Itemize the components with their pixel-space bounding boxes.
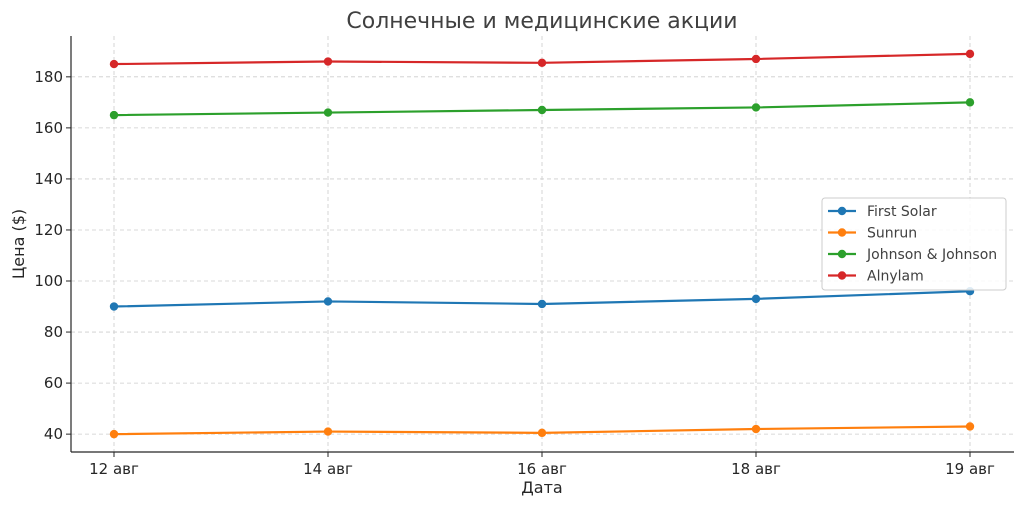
legend-item: First Solar: [828, 204, 937, 220]
y-axis-ticks: 40 60 80 100 120 140 160 180: [34, 68, 71, 443]
legend-marker: [837, 249, 847, 259]
data-point: [109, 302, 119, 311]
data-point: [965, 49, 975, 59]
data-point: [965, 422, 975, 431]
series-2: [109, 98, 975, 120]
x-tick-label: 12 авг: [89, 460, 139, 478]
data-point: [537, 58, 547, 67]
data-point: [323, 57, 333, 66]
y-tick-label: 140: [34, 170, 63, 188]
y-tick-label: 40: [44, 425, 63, 443]
legend-item: Sunrun: [828, 226, 917, 242]
y-tick-label: 120: [34, 221, 63, 239]
legend-item: Alnylam: [828, 269, 924, 285]
legend-label: Johnson & Johnson: [866, 247, 997, 263]
x-tick-label: 18 авг: [731, 460, 781, 478]
data-point: [537, 428, 547, 438]
y-tick-label: 160: [34, 119, 63, 137]
data-point: [751, 294, 761, 304]
data-point: [537, 299, 547, 309]
data-point: [109, 110, 119, 120]
legend-item: Johnson & Johnson: [828, 247, 997, 263]
data-point: [323, 427, 333, 436]
legend-marker: [837, 271, 847, 280]
series-1: [109, 422, 975, 439]
legend: First Solar Sunrun Johnson & Johnson Alnyla…: [821, 197, 1007, 291]
chart-title: Солнечные и медицинские акции: [346, 9, 737, 34]
data-point: [751, 54, 761, 64]
data-point: [109, 59, 119, 69]
data-point: [323, 108, 333, 117]
x-tick-label: 14 авг: [303, 460, 353, 478]
data-point: [537, 105, 547, 115]
x-axis-label: Дата: [521, 478, 562, 497]
legend-marker: [837, 228, 847, 237]
data-point: [323, 297, 333, 306]
grid: [71, 36, 1014, 452]
series-0: [109, 287, 975, 311]
x-tick-label: 19 авг: [945, 460, 995, 478]
series-3: [109, 49, 975, 69]
series-lines: [109, 49, 975, 439]
y-tick-label: 180: [34, 68, 63, 86]
x-axis-ticks: 12 авг 14 авг 16 авг 18 авг 19 авг: [89, 452, 995, 478]
legend-label: First Solar: [867, 204, 937, 220]
legend-marker: [837, 206, 847, 216]
data-point: [965, 98, 975, 107]
y-tick-label: 100: [34, 272, 63, 290]
data-point: [751, 424, 761, 434]
y-axis-label: Цена ($): [9, 209, 28, 279]
legend-box: [821, 197, 1007, 291]
x-tick-label: 16 авг: [517, 460, 567, 478]
legend-label: Alnylam: [867, 269, 924, 285]
y-tick-label: 80: [44, 323, 63, 341]
y-tick-label: 60: [44, 374, 63, 392]
legend-label: Sunrun: [867, 226, 917, 242]
data-point: [751, 103, 761, 112]
data-point: [109, 429, 119, 439]
